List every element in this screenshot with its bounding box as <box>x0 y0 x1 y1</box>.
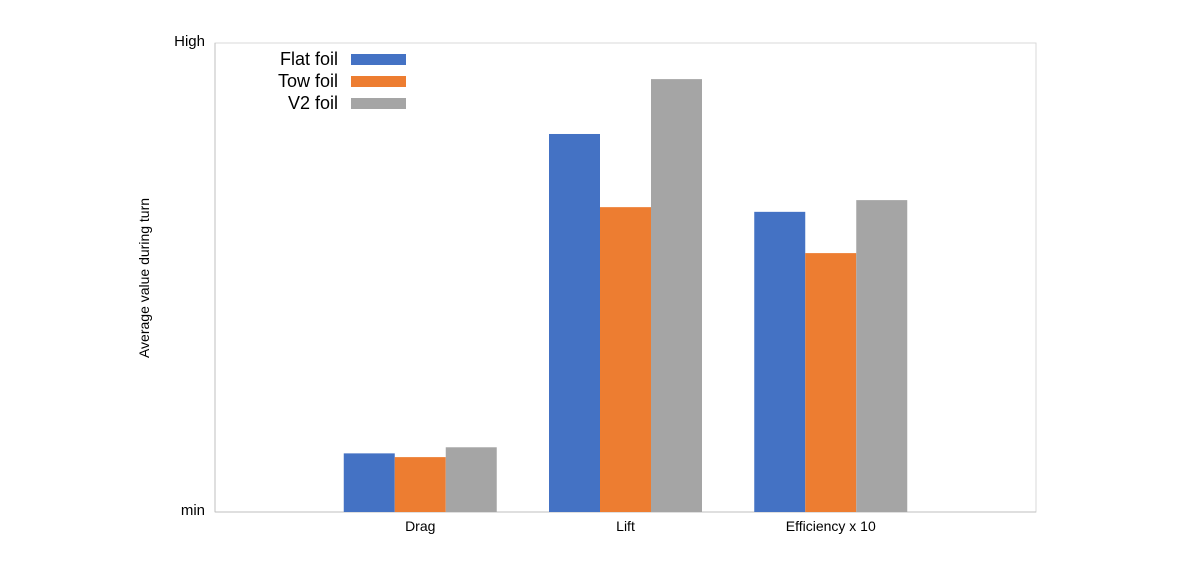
y-axis-title: Average value during turn <box>136 198 152 358</box>
bar-v2-foil-efficiency-x-10 <box>856 200 908 513</box>
y-tick-label-bottom: min <box>181 502 205 519</box>
legend-label: Tow foil <box>278 71 338 91</box>
category-labels-group: Drag Lift Efficiency x 10 <box>405 518 876 534</box>
bar-tow-foil-efficiency-x-10 <box>805 253 857 512</box>
x-tick-label: Efficiency x 10 <box>786 518 876 534</box>
bar-flat-foil-efficiency-x-10 <box>754 211 806 512</box>
legend-swatch <box>351 98 406 109</box>
bars-group <box>343 79 908 513</box>
bar-flat-foil-lift <box>549 133 600 512</box>
x-tick-label: Lift <box>616 518 635 534</box>
x-tick-label: Drag <box>405 518 435 534</box>
legend-swatch <box>351 76 406 87</box>
bar-v2-foil-lift <box>651 79 702 512</box>
legend-label: V2 foil <box>288 93 338 113</box>
y-tick-label-top: High <box>174 33 205 50</box>
legend-label: Flat foil <box>280 49 338 69</box>
bar-tow-foil-lift <box>600 207 651 512</box>
bar-flat-foil-drag <box>343 453 395 512</box>
bar-tow-foil-drag <box>394 457 446 512</box>
legend-swatch <box>351 54 406 65</box>
bar-v2-foil-drag <box>445 447 497 512</box>
